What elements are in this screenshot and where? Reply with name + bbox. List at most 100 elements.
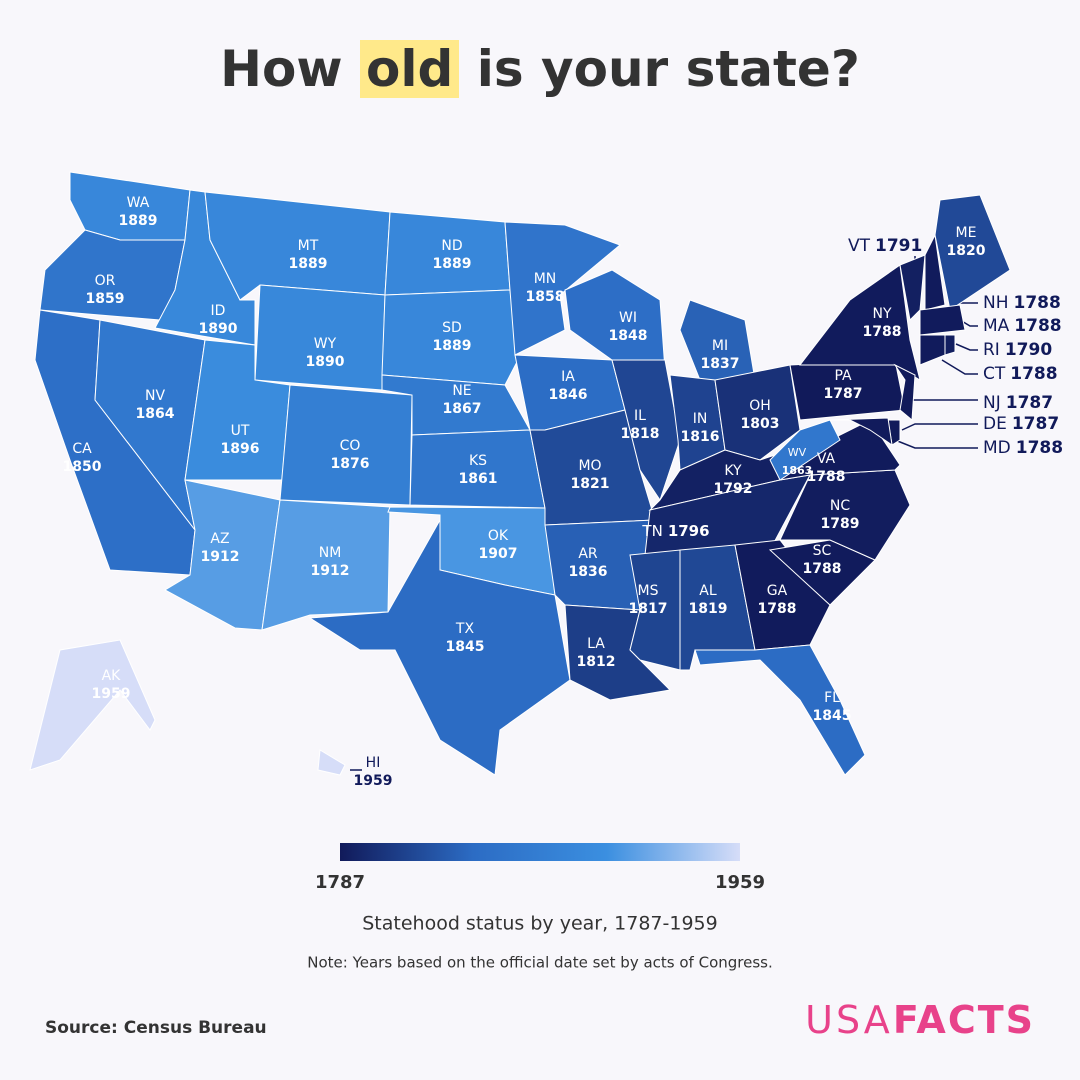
state [769, 419, 841, 481]
state-abbr: CT [983, 364, 1006, 384]
state-abbr: KY [724, 463, 742, 479]
state-abbr: MT [298, 238, 319, 254]
state-year: 1890 [199, 321, 238, 337]
state-year: 1864 [136, 406, 175, 422]
state [829, 417, 893, 447]
legend-max: 1959 [715, 872, 765, 893]
state-year: 1789 [821, 516, 860, 532]
state [714, 364, 801, 461]
state-label: TN 1796 [641, 522, 709, 540]
state-abbr: WA [127, 195, 150, 211]
state [529, 409, 656, 526]
state [694, 644, 866, 776]
state-year: 1816 [681, 429, 720, 445]
state-year: 1845 [813, 708, 852, 724]
state-abbr: AZ [210, 531, 229, 547]
source: Source: Census Bureau [45, 1018, 267, 1038]
state-abbr: LA [587, 636, 605, 652]
state-abbr: CO [340, 438, 361, 454]
state-abbr: FL [824, 690, 840, 706]
state-abbr: NH [983, 293, 1009, 313]
state [564, 269, 666, 371]
state-abbr: SD [442, 320, 462, 336]
state-year: 1819 [689, 601, 728, 617]
state-year: 1788 [1016, 438, 1063, 458]
state-abbr: MS [638, 583, 659, 599]
state-year: 1861 [459, 471, 498, 487]
state-year: 1863 [782, 464, 813, 477]
state-abbr: VT [848, 236, 871, 256]
state-year: 1959 [354, 773, 393, 789]
state-year: 1788 [807, 469, 846, 485]
state-abbr: AL [699, 583, 717, 599]
state [308, 518, 571, 776]
state-year: 1787 [1012, 414, 1059, 434]
state-abbr: AK [102, 668, 122, 684]
state-year: 1889 [119, 213, 158, 229]
state [934, 194, 1011, 311]
state-year: 1889 [433, 256, 472, 272]
note: Note: Years based on the official date s… [307, 954, 773, 972]
state-abbr: CA [72, 441, 92, 457]
state-abbr: IA [561, 369, 575, 385]
state-label: MD 1788 [983, 438, 1063, 458]
state-year: 1850 [63, 459, 102, 475]
state-abbr: WV [788, 446, 807, 459]
subtitle: Statehood status by year, 1787-1959 [362, 913, 717, 935]
state-year: 1845 [446, 639, 485, 655]
state-year: 1788 [803, 561, 842, 577]
state-abbr: ND [441, 238, 462, 254]
state-abbr: TX [455, 621, 475, 637]
state-abbr: MO [578, 458, 601, 474]
state-year: 1788 [1010, 364, 1057, 384]
state-abbr: NC [830, 498, 850, 514]
state-abbr: SC [813, 543, 832, 559]
state [924, 233, 946, 311]
state-year: 1787 [824, 386, 863, 402]
state-year: 1812 [577, 654, 616, 670]
state-abbr: WY [314, 336, 337, 352]
states [29, 171, 1011, 776]
state-year: 1820 [947, 243, 986, 259]
state-year: 1890 [306, 354, 345, 370]
state-year: 1792 [714, 481, 753, 497]
state-label: NH 1788 [983, 293, 1061, 313]
state-abbr: NE [452, 383, 471, 399]
state-year: 1889 [289, 256, 328, 272]
state-year: 1821 [571, 476, 610, 492]
title-part: is your state? [476, 40, 860, 98]
state-abbr: OH [749, 398, 771, 414]
state [409, 429, 546, 509]
state-year: 1791 [875, 236, 922, 256]
state-year: 1848 [609, 328, 648, 344]
state-label: VT 1791 [848, 236, 922, 256]
state-abbr: HI [366, 755, 381, 771]
state-year: 1787 [1006, 393, 1053, 413]
state-year: 1836 [569, 564, 608, 580]
state [919, 334, 946, 366]
state-abbr: MI [712, 338, 728, 354]
state-abbr: PA [834, 368, 852, 384]
state-label: DE 1787 [983, 414, 1059, 434]
state [919, 304, 966, 336]
state-abbr: AR [578, 546, 598, 562]
state-abbr: MD [983, 438, 1011, 458]
state-abbr: UT [231, 423, 250, 439]
state-abbr: IN [693, 411, 708, 427]
logo-bold: FACTS [893, 998, 1035, 1042]
state-label: CT 1788 [983, 364, 1058, 384]
state-abbr: NV [145, 388, 165, 404]
title: How old is your state? [0, 40, 1080, 98]
state-year: 1788 [758, 601, 797, 617]
state-year: 1959 [92, 686, 131, 702]
title-part: How [220, 40, 343, 98]
state-abbr: DE [983, 414, 1007, 434]
state-year: 1788 [1014, 293, 1061, 313]
state-year: 1837 [701, 356, 740, 372]
logo-light: USA [805, 998, 893, 1042]
state-abbr: OR [95, 273, 116, 289]
state-year: 1817 [629, 601, 668, 617]
state-label: MA 1788 [983, 316, 1062, 336]
